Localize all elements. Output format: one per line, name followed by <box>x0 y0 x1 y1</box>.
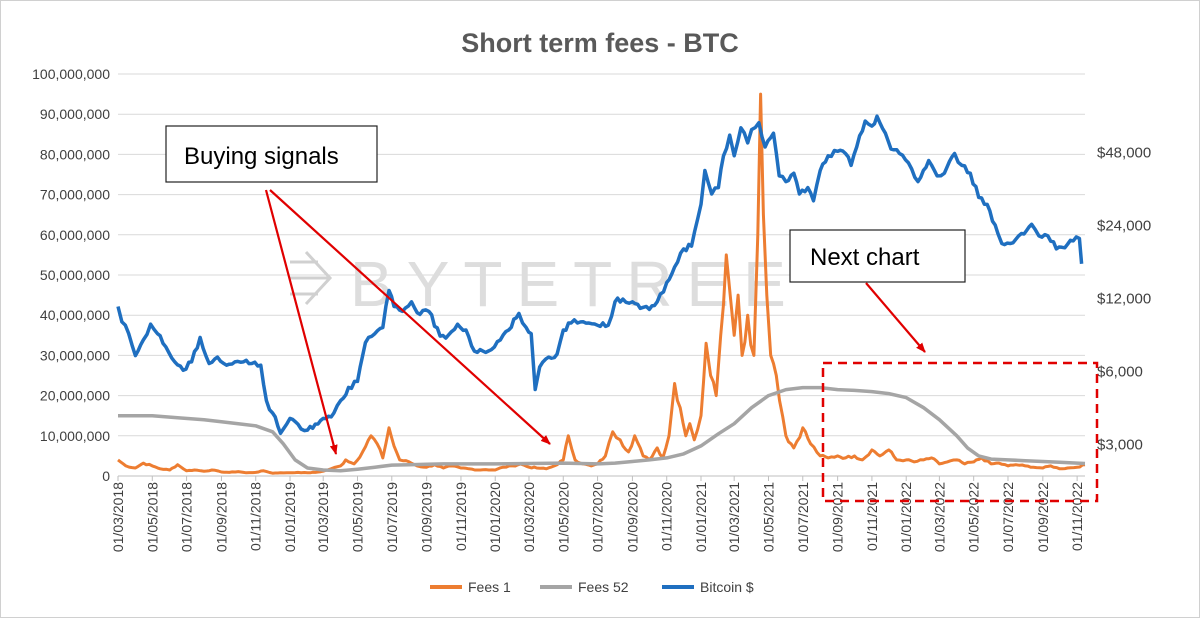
x-tick-label: 01/05/2021 <box>760 482 776 552</box>
left-tick-label: 50,000,000 <box>40 267 110 283</box>
x-tick-label: 01/09/2022 <box>1035 482 1051 552</box>
x-tick-label: 01/11/2021 <box>864 482 880 551</box>
legend: Fees 1 Fees 52 Bitcoin $ <box>430 579 754 595</box>
x-tick-label: 01/11/2018 <box>248 482 264 551</box>
x-tick-label: 01/01/2020 <box>487 482 503 552</box>
x-tick-label: 01/05/2018 <box>144 482 160 552</box>
x-tick-label: 01/07/2020 <box>590 482 606 552</box>
x-tick-label: 01/03/2020 <box>521 482 537 552</box>
x-tick-label: 01/07/2019 <box>384 482 400 552</box>
right-tick-label: $6,000 <box>1097 363 1143 380</box>
left-tick-label: 90,000,000 <box>40 106 110 122</box>
x-tick-label: 01/07/2021 <box>795 482 811 552</box>
x-tick-label: 01/03/2022 <box>931 482 947 552</box>
left-tick-label: 0 <box>102 468 110 484</box>
next-chart-box <box>789 229 966 283</box>
left-tick-label: 80,000,000 <box>40 146 110 162</box>
watermark: BYTETREE <box>290 248 800 320</box>
x-tick-label: 01/01/2019 <box>282 482 298 552</box>
chart-title: Short term fees - BTC <box>461 28 739 58</box>
x-tick-label: 01/09/2020 <box>624 482 640 552</box>
x-tick-label: 01/09/2018 <box>213 482 229 552</box>
buying-signals-box <box>165 125 378 183</box>
x-tick-label: 01/11/2019 <box>453 482 469 551</box>
buying-signals-arrow-2 <box>269 189 551 445</box>
right-axis: $3,000 $6,000 $12,000 $24,000 $48,000 <box>1097 144 1151 453</box>
x-tick-label: 01/09/2019 <box>419 482 435 552</box>
left-tick-label: 10,000,000 <box>40 428 110 444</box>
x-tick-label: 01/01/2021 <box>693 482 709 552</box>
legend-label: Fees 52 <box>578 579 629 595</box>
x-tick-label: 01/05/2019 <box>350 482 366 552</box>
plot-area <box>116 92 1086 475</box>
next-chart-arrow <box>865 282 926 353</box>
x-tick-label: 01/03/2018 <box>110 482 126 552</box>
right-tick-label: $48,000 <box>1097 144 1151 161</box>
series-bitcoin <box>116 114 1084 436</box>
annotations: Buying signals Next chart <box>165 125 1099 503</box>
x-tick-label: 01/11/2022 <box>1069 482 1085 551</box>
x-tick-label: 01/09/2021 <box>830 482 846 552</box>
x-tick-label: 01/07/2018 <box>179 482 195 552</box>
left-tick-label: 40,000,000 <box>40 307 110 323</box>
buying-signals-arrow-1 <box>264 189 338 455</box>
left-tick-label: 20,000,000 <box>40 388 110 404</box>
x-tick-label: 01/05/2020 <box>555 482 571 552</box>
series-fees-52 <box>118 385 1086 473</box>
legend-label: Fees 1 <box>468 579 511 595</box>
x-axis: 01/03/2018 01/05/2018 01/07/2018 01/09/2018… <box>110 475 1085 552</box>
x-tick-label: 01/03/2019 <box>315 482 331 552</box>
x-tick-label: 01/01/2022 <box>898 482 914 552</box>
left-tick-label: 60,000,000 <box>40 227 110 243</box>
watermark-text: BYTETREE <box>350 248 800 320</box>
left-tick-label: 30,000,000 <box>40 347 110 363</box>
buying-signals-label: Buying signals <box>184 143 339 170</box>
right-tick-label: $12,000 <box>1097 290 1151 307</box>
right-tick-label: $3,000 <box>1097 436 1143 453</box>
x-tick-label: 01/05/2022 <box>966 482 982 552</box>
left-tick-label: 100,000,000 <box>32 66 110 82</box>
legend-label: Bitcoin $ <box>700 579 754 595</box>
x-tick-label: 01/03/2021 <box>726 482 742 552</box>
right-tick-label: $24,000 <box>1097 217 1151 234</box>
next-chart-label: Next chart <box>810 244 920 271</box>
next-chart-region <box>821 361 1099 503</box>
left-axis: 0 10,000,000 20,000,000 30,000,000 40,000,00… <box>32 66 110 484</box>
x-tick-label: 01/11/2020 <box>659 482 675 551</box>
x-tick-label: 01/07/2022 <box>1000 482 1016 552</box>
left-tick-label: 70,000,000 <box>40 187 110 203</box>
